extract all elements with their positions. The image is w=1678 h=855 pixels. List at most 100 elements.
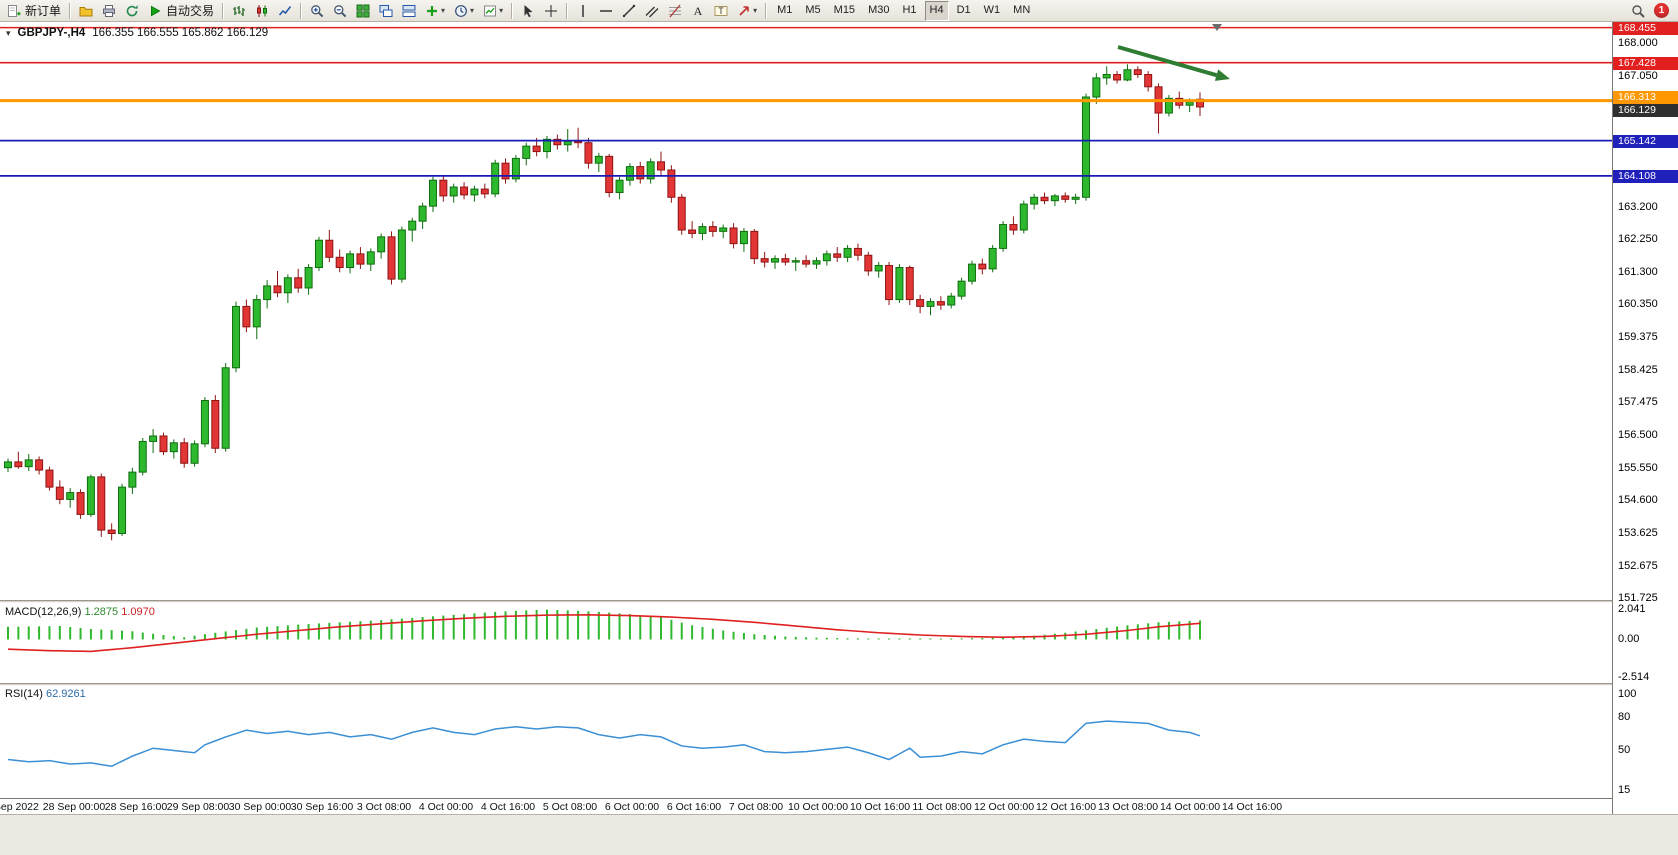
line-chart-button[interactable] [274, 0, 296, 22]
timeframe-m1-button[interactable]: M1 [777, 3, 793, 16]
cascade-windows-button[interactable] [375, 0, 397, 22]
candlestick [449, 183, 458, 203]
bar-chart-button[interactable] [228, 0, 250, 22]
profiles-button[interactable] [75, 0, 97, 22]
candlestick [853, 243, 862, 261]
period-button[interactable]: ▾ [450, 0, 478, 22]
candlestick [97, 473, 106, 537]
fibonacci-button[interactable] [664, 0, 686, 22]
autotrading-icon [148, 4, 162, 18]
search-button[interactable] [1627, 0, 1649, 22]
candlestick [522, 142, 531, 166]
candlestick [1009, 216, 1018, 235]
candlestick [221, 363, 230, 452]
candlestick [1050, 193, 1059, 207]
candlestick [677, 193, 686, 235]
price-axis[interactable]: 168.000 167.050 163.200 162.250 161.300 160.3… [1612, 22, 1678, 814]
rsi-axis-label: 15 [1618, 784, 1631, 796]
profiles-icon [79, 4, 93, 18]
timeframe-m30-button[interactable]: M30 [868, 3, 890, 16]
macd-axis-label: -2.514 [1618, 671, 1650, 683]
chart-region[interactable]: ▾ GBPJPY-,H4 166.355 166.555 165.862 166… [0, 22, 1612, 814]
text-button[interactable]: A [687, 0, 709, 22]
add-indicator-button[interactable]: ▾ [421, 0, 449, 22]
trend-arrow-head[interactable] [1214, 69, 1230, 81]
candlestick [895, 264, 904, 303]
time-axis-label: 30 Sep 16:00 [290, 801, 354, 813]
price-badge: 166.129 [1613, 103, 1678, 117]
macd-panel[interactable] [0, 603, 1612, 683]
candlestick [14, 451, 23, 469]
chart-ohlc-values: 166.355 166.555 165.862 166.129 [92, 27, 269, 39]
candlestick [574, 127, 583, 149]
timeframe-m15-button[interactable]: M15 [833, 3, 856, 16]
main-chart-panel[interactable] [0, 22, 1612, 600]
candlestick [916, 294, 925, 314]
notification-badge[interactable]: 1 [1654, 3, 1669, 18]
new-order-button[interactable]: 新订单 [3, 0, 65, 22]
autotrading-button[interactable]: 自动交易 [144, 0, 218, 22]
candlestick [750, 228, 759, 265]
candlestick [885, 262, 894, 306]
candlestick [957, 277, 966, 300]
chart-symbol-title: GBPJPY-,H4 [17, 27, 86, 39]
panel-separator[interactable] [0, 600, 1612, 603]
equidistant-channel-button[interactable] [641, 0, 663, 22]
candlestick-chart-button[interactable] [251, 0, 273, 22]
tile-windows-icon [356, 4, 370, 18]
time-axis-label: 28 Sep 16:00 [104, 801, 168, 813]
timeframe-w1-button[interactable]: W1 [983, 3, 1001, 16]
candlestick [1081, 93, 1090, 201]
candlestick [584, 137, 593, 169]
cursor-button[interactable] [517, 0, 539, 22]
timeframe-m5-button[interactable]: M5 [805, 3, 821, 16]
rsi-panel[interactable] [0, 686, 1612, 798]
main-toolbar: 新订单 自动交易 ▾ ▾ ▾ A T ▾ M1 M5 M15 M30 H1 H4 D1 W1 MN 1 [0, 0, 1678, 22]
candlestick [439, 175, 448, 202]
time-axis-label: 14 Oct 16:00 [1221, 801, 1283, 813]
horizontal-line-button[interactable] [595, 0, 617, 22]
candlestick [978, 258, 987, 275]
svg-text:T: T [718, 5, 724, 15]
timeframe-h1-button[interactable]: H1 [902, 3, 917, 16]
tile-windows-button[interactable] [352, 0, 374, 22]
chart-shift-marker[interactable] [1212, 24, 1222, 31]
zoom-in-button[interactable] [306, 0, 328, 22]
add-indicator-dropdown-caret[interactable]: ▾ [441, 6, 446, 15]
arrow-tools-button[interactable]: ▾ [733, 0, 761, 22]
zoom-out-button[interactable] [329, 0, 351, 22]
vertical-line-button[interactable] [572, 0, 594, 22]
candlestick [377, 233, 386, 259]
refresh-button[interactable] [121, 0, 143, 22]
crosshair-button[interactable] [540, 0, 562, 22]
text-label-button[interactable]: T [710, 0, 732, 22]
candlestick [874, 262, 883, 278]
templates-button[interactable]: ▾ [479, 0, 507, 22]
period-dropdown-caret[interactable]: ▾ [470, 6, 475, 15]
trend-arrow-annotation[interactable] [1117, 45, 1218, 78]
time-axis-label: 11 Oct 08:00 [912, 801, 972, 813]
time-axis-label: 7 Oct 08:00 [728, 801, 784, 813]
templates-dropdown-caret[interactable]: ▾ [499, 6, 504, 15]
candlestick [149, 429, 158, 454]
price-axis-label: 153.625 [1618, 527, 1658, 540]
price-axis-label: 155.550 [1618, 461, 1658, 474]
candlestick [542, 135, 551, 159]
candlestick [470, 185, 479, 202]
macd-histogram [7, 609, 1201, 640]
trendline-button[interactable] [618, 0, 640, 22]
new-order-label: 新订单 [25, 4, 62, 18]
panel-separator[interactable] [0, 683, 1612, 686]
arrange-windows-button[interactable] [398, 0, 420, 22]
timeframe-mn-button[interactable]: MN [1013, 3, 1031, 16]
arrow-tools-dropdown-caret[interactable]: ▾ [753, 6, 758, 15]
candlestick [1030, 193, 1039, 210]
timeframe-d1-button[interactable]: D1 [956, 3, 971, 16]
rsi-line [7, 720, 1201, 768]
print-button[interactable] [98, 0, 120, 22]
bar-chart-icon [232, 4, 246, 18]
price-axis-label: 156.500 [1618, 429, 1658, 442]
timeframe-h4-button[interactable]: H4 [924, 0, 949, 21]
candlestick [688, 221, 697, 239]
